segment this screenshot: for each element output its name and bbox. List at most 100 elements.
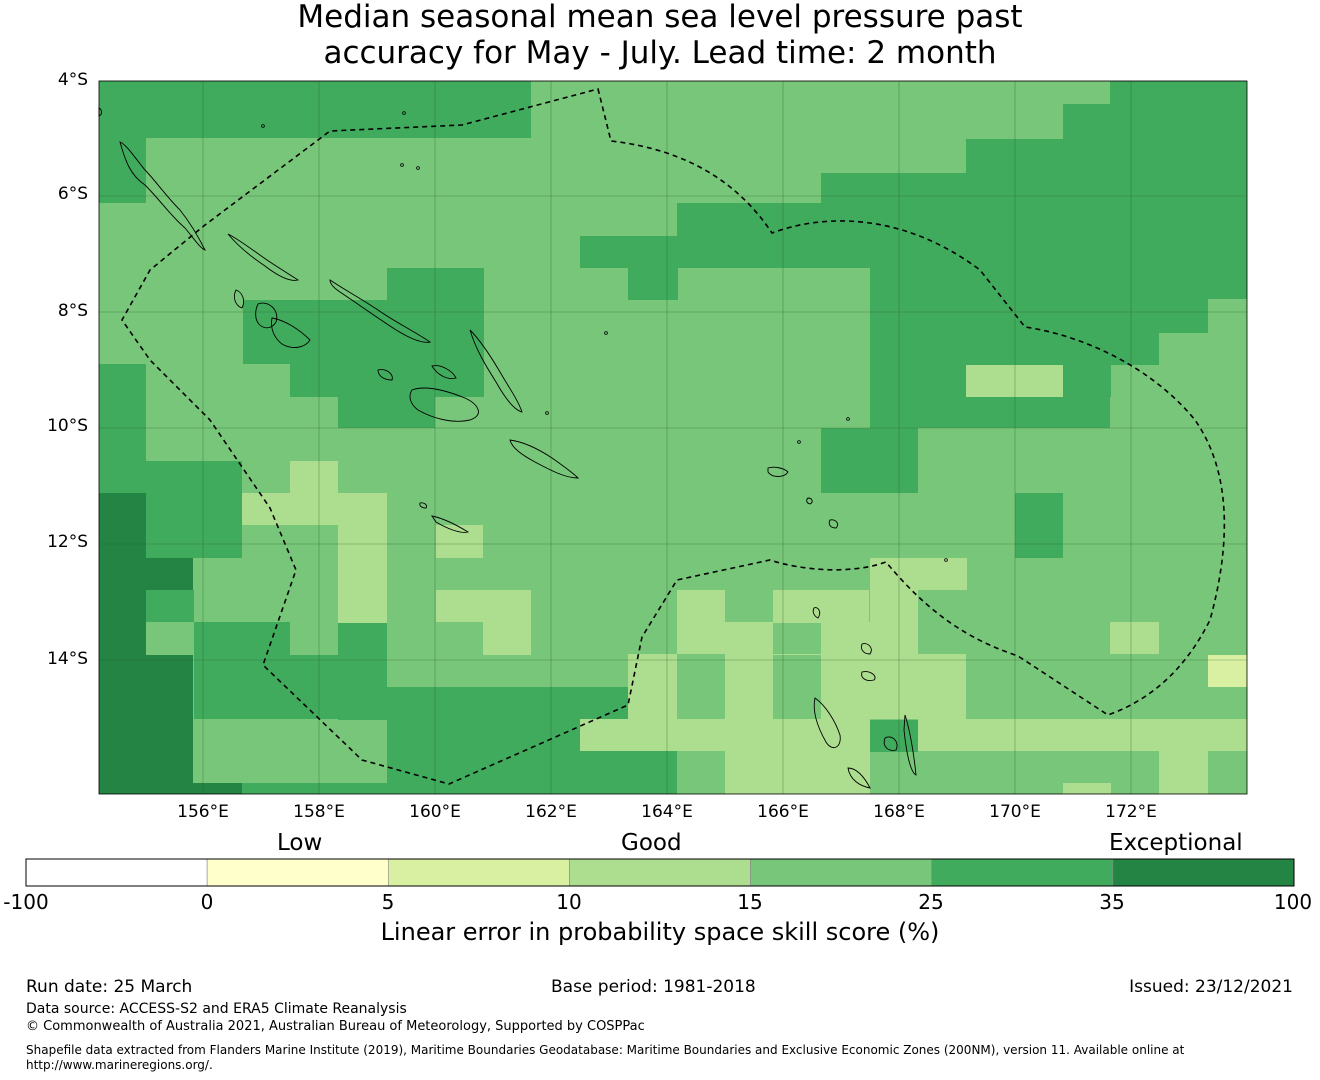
category-exceptional: Exceptional — [1109, 830, 1243, 856]
colorbar-segment — [750, 858, 933, 887]
colorbar-tick: 15 — [737, 890, 763, 914]
islet — [400, 163, 404, 167]
lat-label: 10°S — [47, 416, 88, 436]
colorbar-tick: 10 — [556, 890, 582, 914]
colorbar-title: Linear error in probability space skill … — [380, 918, 940, 946]
skill-cell — [436, 525, 483, 558]
shapefile-credit: Shapefile data extracted from Flanders M… — [26, 1043, 1185, 1057]
base-period: Base period: 1981-2018 — [551, 977, 756, 997]
lon-label: 166°E — [757, 802, 809, 822]
island-malekula — [883, 736, 898, 751]
island-bellona — [419, 502, 427, 509]
skill-cell — [338, 493, 387, 623]
skill-cell — [773, 590, 869, 623]
skill-cell — [436, 590, 531, 622]
skill-cell — [146, 558, 193, 590]
skill-cell — [146, 655, 193, 794]
skill-cell — [242, 783, 387, 794]
lon-label: 164°E — [641, 802, 693, 822]
map-frame — [98, 80, 1248, 795]
skill-cell — [580, 236, 1247, 268]
colorbar-segment — [569, 858, 751, 887]
map-title-line-2: accuracy for May - July. Lead time: 2 mo… — [323, 35, 997, 71]
lon-label: 168°E — [873, 802, 925, 822]
island-ambae — [861, 671, 876, 681]
island-guadalcanal — [409, 387, 479, 422]
lat-label: 6°S — [57, 184, 88, 204]
island-pentecost — [903, 714, 917, 776]
copyright-notice: © Commonwealth of Australia 2021, Austra… — [26, 1019, 645, 1034]
skill-cell — [387, 719, 580, 794]
skill-cell — [1063, 104, 1247, 139]
islet — [416, 166, 420, 170]
lat-label: 4°S — [57, 70, 88, 90]
skill-cell — [628, 590, 677, 654]
skill-cell — [483, 622, 531, 655]
island-banks — [861, 643, 872, 655]
island-santa-cruz — [767, 466, 789, 477]
data-source: Data source: ACCESS-S2 and ERA5 Climate … — [26, 1001, 407, 1017]
skill-cell — [1063, 365, 1111, 397]
islet — [846, 417, 850, 421]
island-new-georgia — [255, 302, 278, 329]
island-malaita — [469, 329, 523, 413]
lon-label: 172°E — [1105, 802, 1157, 822]
colorbar-tick: 25 — [918, 890, 944, 914]
islet — [604, 331, 608, 335]
skill-cell — [387, 558, 436, 687]
skill-cell — [870, 333, 1159, 365]
skill-cell — [1063, 783, 1111, 794]
island-vanikoro — [828, 519, 839, 529]
category-low: Low — [277, 830, 323, 856]
islet — [545, 411, 549, 415]
colorbar-segment — [1112, 858, 1295, 887]
skill-cell — [870, 397, 1110, 428]
colorbar-tick: 100 — [1273, 890, 1313, 914]
skill-cell — [870, 365, 967, 397]
colorbar-segment — [25, 858, 208, 887]
skill-cell — [966, 365, 1063, 397]
colorbar-segment — [387, 858, 570, 887]
lon-label: 162°E — [525, 802, 577, 822]
run-date: Run date: 25 March — [26, 977, 193, 997]
island-nggela — [431, 365, 457, 379]
lon-label: 160°E — [409, 802, 461, 822]
skill-cell — [677, 203, 1247, 241]
skill-cell — [1110, 622, 1159, 654]
skill-cell — [1015, 493, 1063, 558]
skill-cell — [966, 139, 1247, 173]
skill-cell — [99, 138, 146, 203]
island-choiseul — [227, 233, 300, 281]
skill-cell — [290, 558, 338, 655]
colorbar-tick: 5 — [381, 890, 395, 914]
islet — [944, 558, 948, 562]
skill-cell — [677, 590, 725, 654]
skill-cell — [966, 655, 1111, 719]
island-rennell — [431, 515, 470, 533]
island-torres — [812, 607, 821, 619]
islet — [261, 124, 265, 128]
skill-cell — [870, 558, 967, 590]
skill-cell — [99, 493, 146, 794]
skill-cell — [580, 719, 870, 751]
islet — [797, 440, 801, 444]
skill-cell — [290, 364, 484, 397]
skill-cell — [870, 299, 1208, 333]
skill-cell — [1208, 655, 1247, 687]
skill-cell — [966, 719, 1247, 751]
map-title-line-1: Median seasonal mean sea level pressure … — [297, 0, 1023, 35]
island-vella — [233, 289, 245, 309]
skill-cell — [193, 783, 242, 794]
skill-cell — [725, 622, 773, 719]
eez-boundary-solomon-islands — [121, 88, 1226, 785]
skill-cell — [1159, 751, 1208, 794]
island-espiritu-santo — [813, 697, 841, 749]
colorbar-tick: 35 — [1099, 890, 1125, 914]
issued-date: Issued: 23/12/2021 — [1129, 977, 1293, 997]
skill-cell — [290, 461, 338, 493]
island-santa-isabel — [329, 279, 432, 343]
colorbar-tick: -100 — [3, 890, 49, 914]
skill-cell — [243, 300, 484, 364]
islet — [402, 111, 406, 115]
skill-cell — [628, 654, 677, 719]
